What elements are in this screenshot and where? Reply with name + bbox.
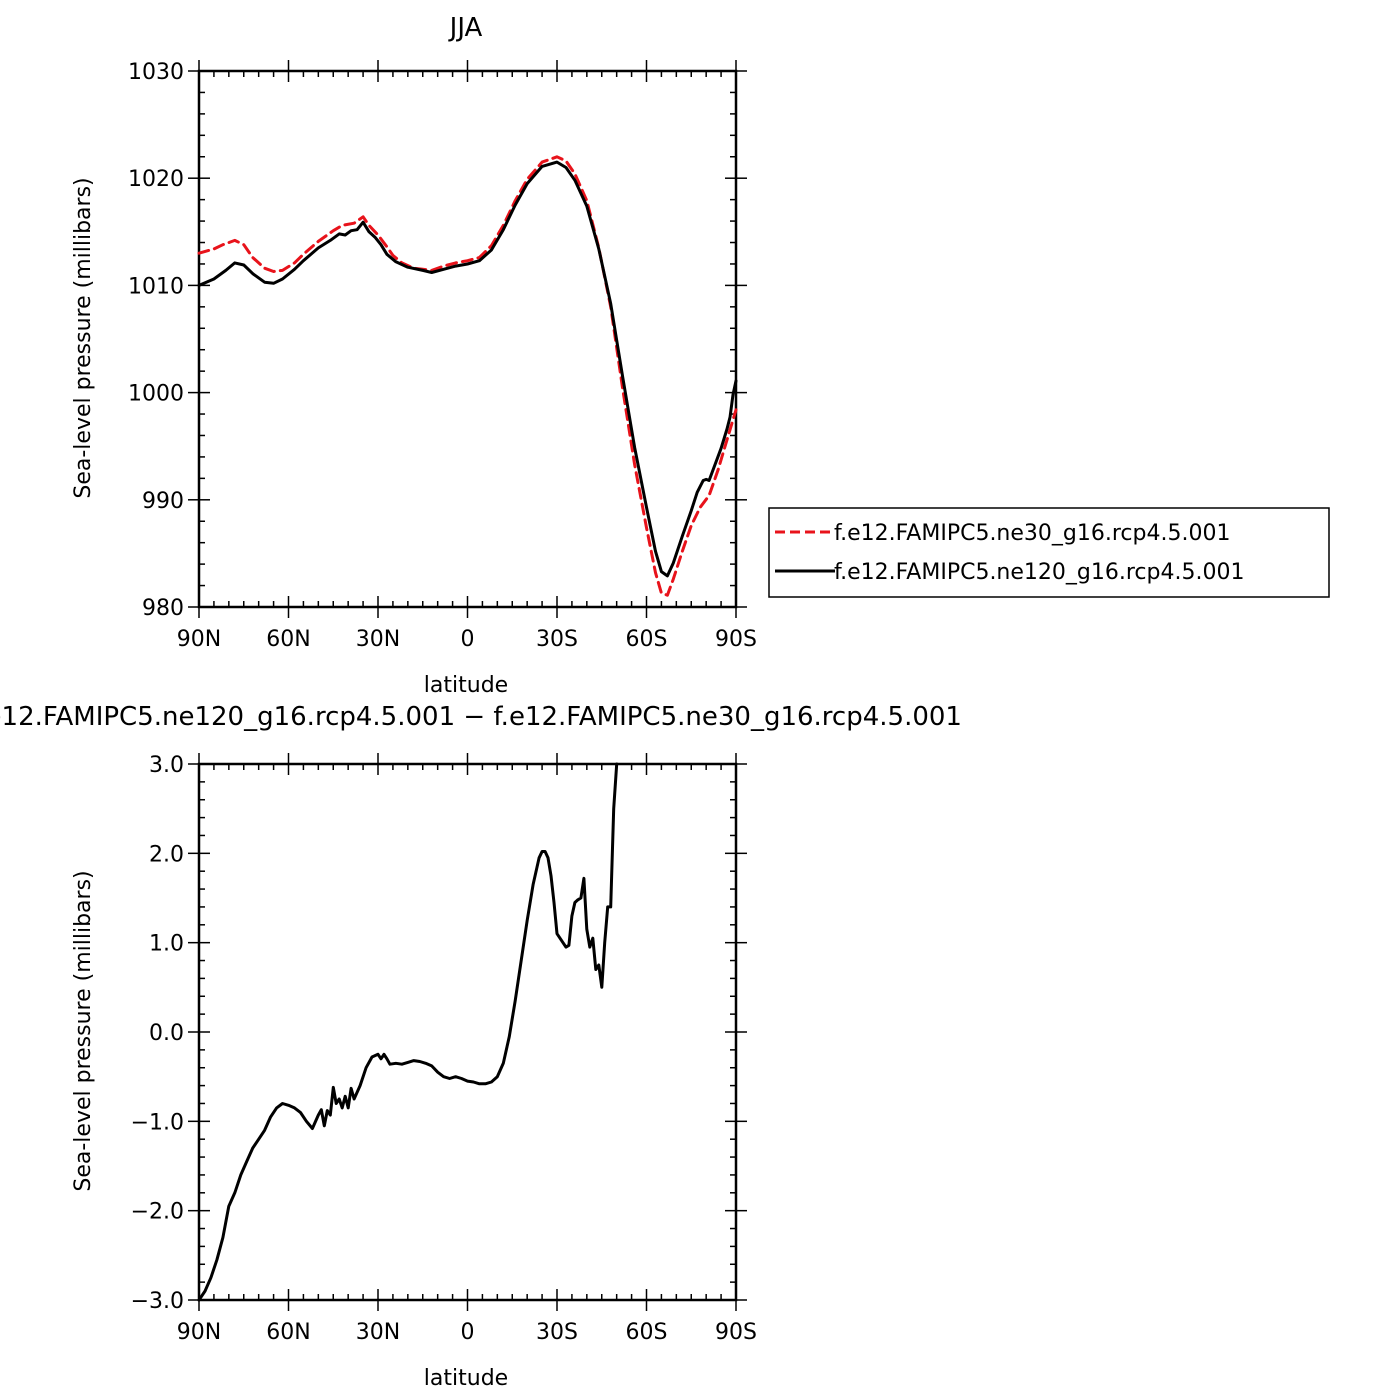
- bottom-plot-area: 90N 60N 30N 0 30S 60S 90S −3.0 −2.0 −1.0 0.0 1.0 2.0…: [131, 753, 757, 1345]
- top-x-tick-label: 0: [461, 627, 475, 652]
- top-y-tick-label: 1030: [128, 60, 184, 85]
- top-series-line-1: [197, 160, 738, 578]
- top-plot-frame: [197, 69, 738, 609]
- top-y-tick-label: 1010: [128, 274, 184, 299]
- top-chart-title: JJA: [448, 13, 483, 43]
- top-x-tick-label: 90S: [715, 627, 757, 652]
- top-plot-area: 90N 60N 30N 0 30S 60S 90S 980 990 1000 1010 1020 103…: [128, 60, 757, 652]
- top-x-tick-label: 90N: [177, 627, 221, 652]
- top-x-tick-label: 60S: [626, 627, 668, 652]
- bottom-x-tick-label: 30S: [536, 1320, 578, 1345]
- bottom-x-tick-label: 90N: [177, 1320, 221, 1345]
- bottom-y-tick-label: 3.0: [149, 753, 184, 778]
- top-x-tick-label: 60N: [266, 627, 310, 652]
- bottom-y-tick-label: −3.0: [131, 1289, 184, 1314]
- top-x-tick-label: 30S: [536, 627, 578, 652]
- bottom-x-tick-label: 90S: [715, 1320, 757, 1345]
- legend: f.e12.FAMIPC5.ne30_g16.rcp4.5.001 f.e12.…: [768, 507, 1330, 598]
- top-y-tick-label: 1000: [128, 382, 184, 407]
- bottom-plot-frame: [197, 762, 738, 1302]
- top-y-axis-label: Sea-level pressure (millibars): [71, 177, 96, 498]
- bottom-x-tick-label: 30N: [356, 1320, 400, 1345]
- top-x-axis-label: latitude: [424, 673, 508, 698]
- legend-label-ne120: f.e12.FAMIPC5.ne120_g16.rcp4.5.001: [834, 560, 1244, 585]
- bottom-y-tick-label: −1.0: [131, 1110, 184, 1135]
- top-y-tick-label: 990: [142, 489, 184, 514]
- bottom-x-axis-label: latitude: [424, 1366, 508, 1391]
- bottom-chart-title: f.e12.FAMIPC5.ne120_g16.rcp4.5.001 − f.e…: [0, 702, 962, 732]
- bottom-y-tick-label: 2.0: [149, 842, 184, 867]
- bottom-series-line-0: [197, 762, 619, 1302]
- bottom-y-axis-label: Sea-level pressure (millibars): [71, 870, 96, 1191]
- bottom-x-tick-label: 60S: [626, 1320, 668, 1345]
- bottom-x-tick-label: 60N: [266, 1320, 310, 1345]
- top-panel: JJA 90N 60N 30N 0 30S 60S 90S 980 990 1000 1010 102…: [71, 13, 757, 698]
- top-x-tick-label: 30N: [356, 627, 400, 652]
- bottom-x-tick-label: 0: [461, 1320, 475, 1345]
- legend-label-ne30: f.e12.FAMIPC5.ne30_g16.rcp4.5.001: [834, 521, 1230, 546]
- bottom-panel: f.e12.FAMIPC5.ne120_g16.rcp4.5.001 − f.e…: [0, 702, 962, 1391]
- top-y-tick-label: 980: [142, 596, 184, 621]
- bottom-y-tick-label: 1.0: [149, 932, 184, 957]
- bottom-y-tick-label: −2.0: [131, 1200, 184, 1225]
- legend-box: [768, 507, 1330, 598]
- bottom-y-tick-label: 0.0: [149, 1021, 184, 1046]
- top-y-tick-label: 1020: [128, 167, 184, 192]
- top-series-line-0: [197, 155, 738, 597]
